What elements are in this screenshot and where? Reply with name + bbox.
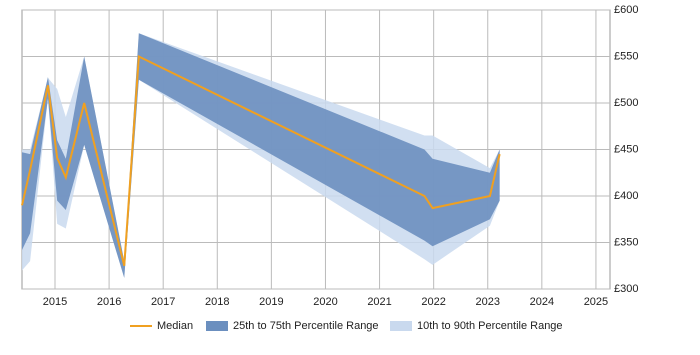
legend-label: Median [157, 320, 193, 332]
y-tick-label: £550 [614, 50, 638, 62]
percentile-band [22, 33, 500, 278]
x-tick-label: 2021 [367, 296, 391, 308]
x-tick-label: 2024 [530, 296, 554, 308]
y-tick-label: £450 [614, 143, 638, 155]
y-tick-label: £400 [614, 190, 638, 202]
x-tick-label: 2023 [476, 296, 500, 308]
y-tick-label: £300 [614, 283, 638, 295]
x-tick-label: 2020 [313, 296, 337, 308]
percentile-band [22, 33, 500, 278]
median-line [21, 54, 501, 266]
y-tick-label: £350 [614, 236, 638, 248]
y-tick-label: £600 [614, 4, 638, 16]
x-tick-label: 2022 [421, 296, 445, 308]
x-tick-label: 2016 [97, 296, 121, 308]
x-tick-label: 2015 [43, 296, 67, 308]
legend-swatch [390, 321, 412, 331]
legend-swatch [206, 321, 228, 331]
x-tick-label: 2018 [205, 296, 229, 308]
x-tick-label: 2017 [151, 296, 175, 308]
y-tick-label: £500 [614, 97, 638, 109]
x-tick-label: 2019 [259, 296, 283, 308]
x-tick-label: 2025 [584, 296, 608, 308]
legend-label: 25th to 75th Percentile Range [233, 320, 379, 332]
legend-label: 10th to 90th Percentile Range [417, 320, 563, 332]
